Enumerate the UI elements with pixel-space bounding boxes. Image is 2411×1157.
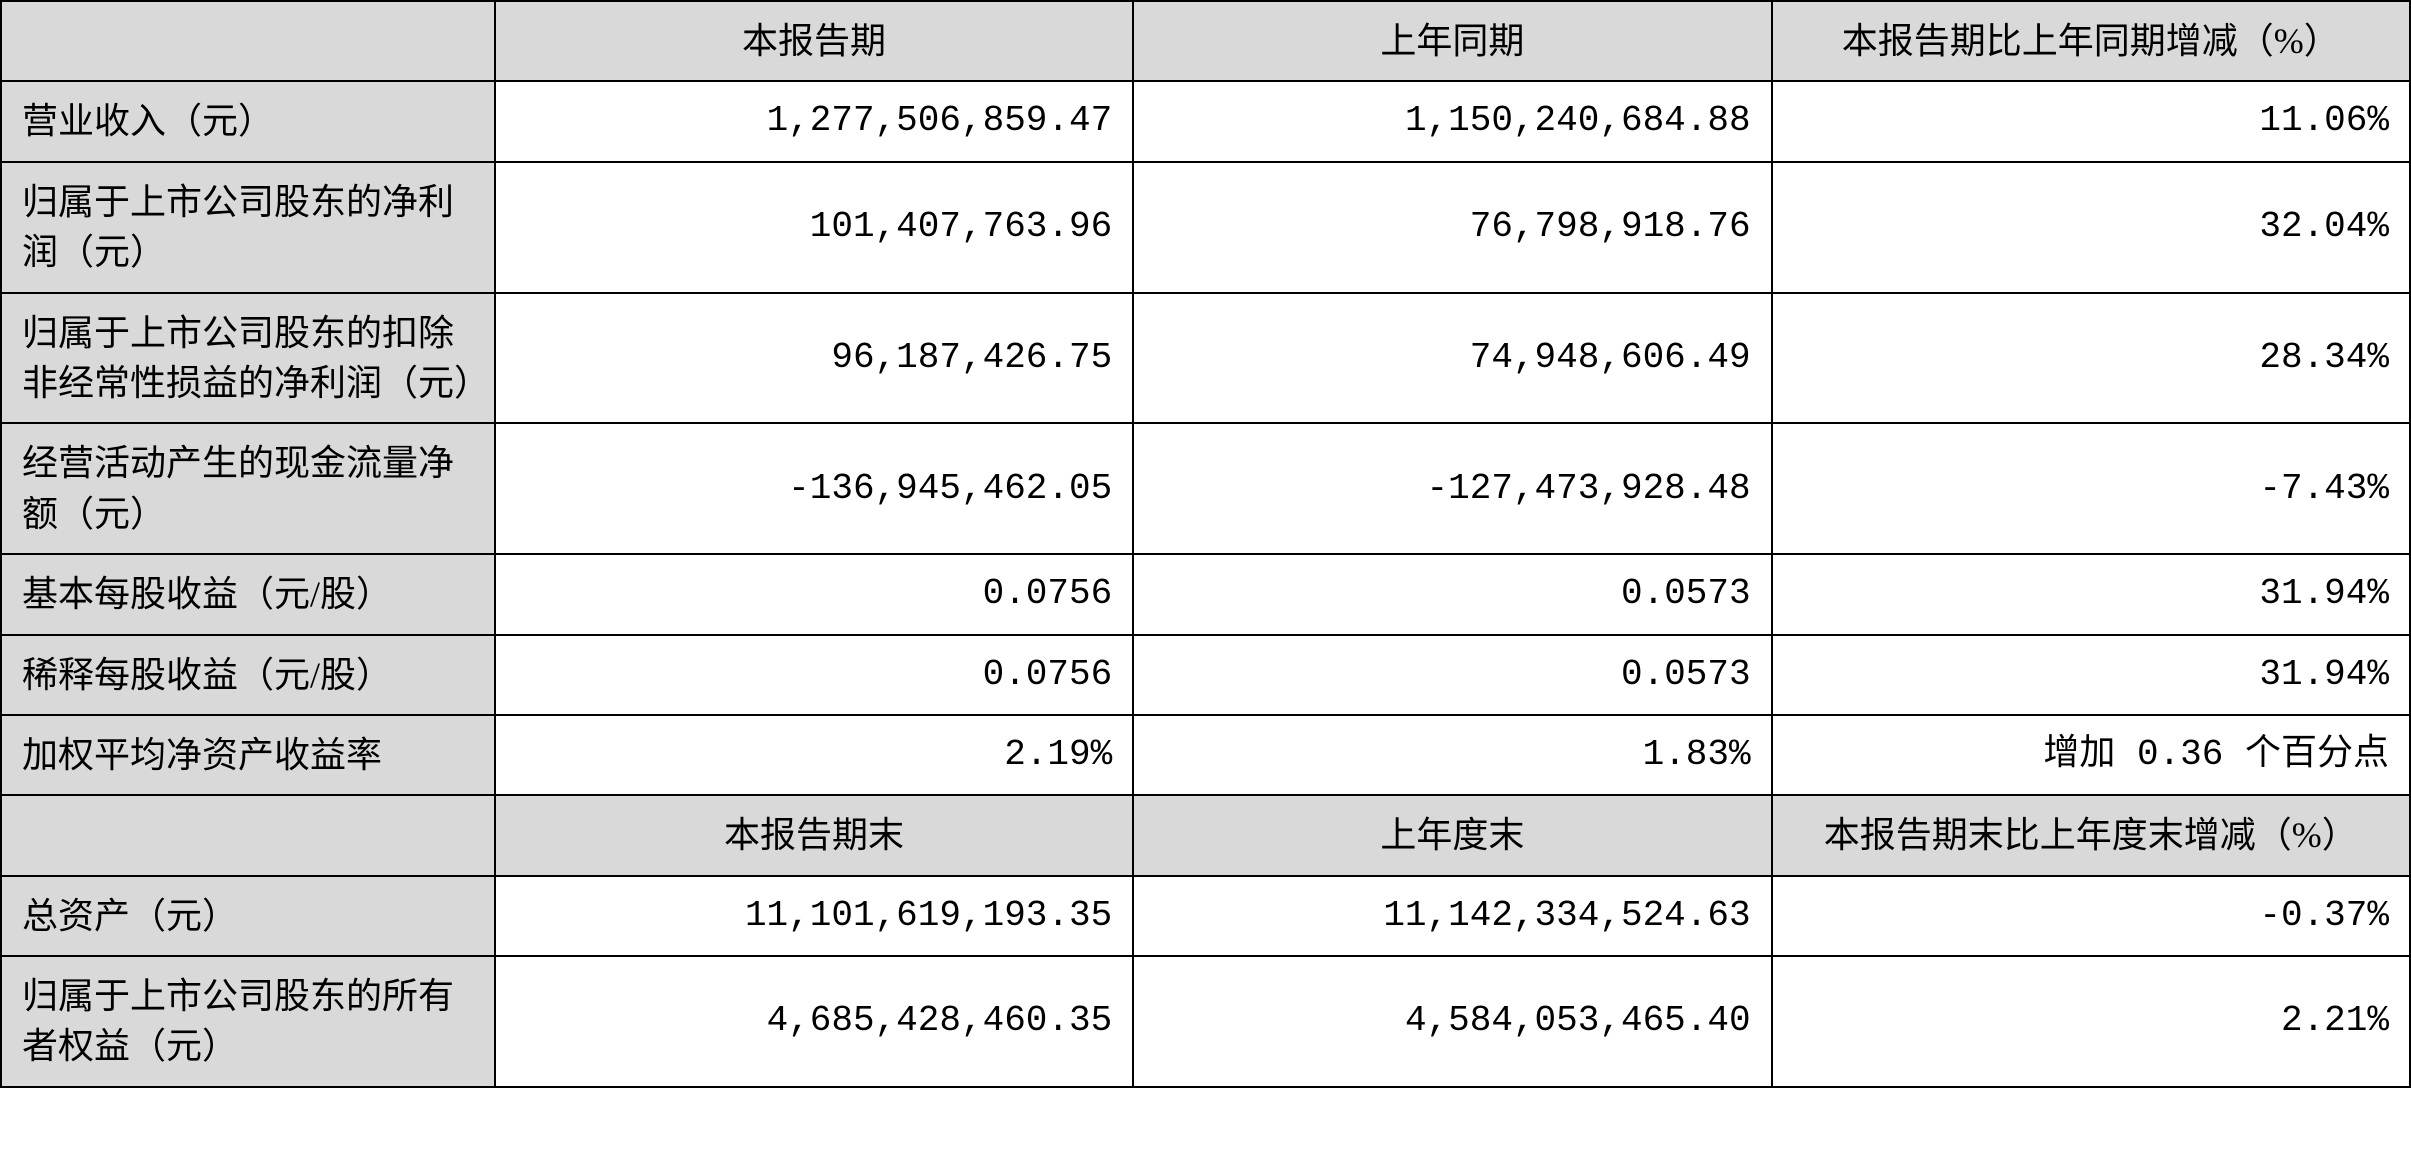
row-label: 归属于上市公司股东的所有者权益（元） [1,956,495,1087]
table-row: 营业收入（元） 1,277,506,859.47 1,150,240,684.8… [1,81,2410,161]
row-change: 32.04% [1772,162,2410,293]
row-previous: 4,584,053,465.40 [1133,956,1771,1087]
header-period-end: 本报告期末 [495,795,1133,875]
row-current: 1,277,506,859.47 [495,81,1133,161]
row-current: 11,101,619,193.35 [495,876,1133,956]
header-current-period: 本报告期 [495,1,1133,81]
row-previous: 11,142,334,524.63 [1133,876,1771,956]
row-label: 总资产（元） [1,876,495,956]
row-label: 稀释每股收益（元/股） [1,635,495,715]
row-current: 2.19% [495,715,1133,795]
row-label: 基本每股收益（元/股） [1,554,495,634]
header-change-pct-2: 本报告期末比上年度末增减（%） [1772,795,2410,875]
row-current: 0.0756 [495,554,1133,634]
row-previous: 0.0573 [1133,635,1771,715]
row-label: 加权平均净资产收益率 [1,715,495,795]
financial-data-table: 本报告期 上年同期 本报告期比上年同期增减（%） 营业收入（元） 1,277,5… [0,0,2411,1088]
table-row: 归属于上市公司股东的扣除非经常性损益的净利润（元） 96,187,426.75 … [1,293,2410,424]
row-label: 归属于上市公司股东的净利润（元） [1,162,495,293]
row-change: 11.06% [1772,81,2410,161]
row-change: 31.94% [1772,554,2410,634]
row-current: 101,407,763.96 [495,162,1133,293]
row-previous: 0.0573 [1133,554,1771,634]
row-current: 96,187,426.75 [495,293,1133,424]
header-year-end: 上年度末 [1133,795,1771,875]
table-row: 加权平均净资产收益率 2.19% 1.83% 增加 0.36 个百分点 [1,715,2410,795]
table-header-row-1: 本报告期 上年同期 本报告期比上年同期增减（%） [1,1,2410,81]
header-change-pct: 本报告期比上年同期增减（%） [1772,1,2410,81]
row-current: -136,945,462.05 [495,423,1133,554]
row-change: 增加 0.36 个百分点 [1772,715,2410,795]
row-previous: 76,798,918.76 [1133,162,1771,293]
row-previous: 74,948,606.49 [1133,293,1771,424]
table-row: 经营活动产生的现金流量净额（元） -136,945,462.05 -127,47… [1,423,2410,554]
row-previous: -127,473,928.48 [1133,423,1771,554]
header-blank-1 [1,1,495,81]
row-label: 营业收入（元） [1,81,495,161]
row-change: 28.34% [1772,293,2410,424]
row-current: 0.0756 [495,635,1133,715]
table-row: 稀释每股收益（元/股） 0.0756 0.0573 31.94% [1,635,2410,715]
table-header-row-2: 本报告期末 上年度末 本报告期末比上年度末增减（%） [1,795,2410,875]
header-previous-period: 上年同期 [1133,1,1771,81]
row-label: 归属于上市公司股东的扣除非经常性损益的净利润（元） [1,293,495,424]
row-change: 31.94% [1772,635,2410,715]
row-previous: 1.83% [1133,715,1771,795]
table-row: 归属于上市公司股东的所有者权益（元） 4,685,428,460.35 4,58… [1,956,2410,1087]
table-row: 总资产（元） 11,101,619,193.35 11,142,334,524.… [1,876,2410,956]
header-blank-2 [1,795,495,875]
row-label: 经营活动产生的现金流量净额（元） [1,423,495,554]
row-previous: 1,150,240,684.88 [1133,81,1771,161]
row-change: 2.21% [1772,956,2410,1087]
row-change: -7.43% [1772,423,2410,554]
table-row: 基本每股收益（元/股） 0.0756 0.0573 31.94% [1,554,2410,634]
row-current: 4,685,428,460.35 [495,956,1133,1087]
row-change: -0.37% [1772,876,2410,956]
table-row: 归属于上市公司股东的净利润（元） 101,407,763.96 76,798,9… [1,162,2410,293]
